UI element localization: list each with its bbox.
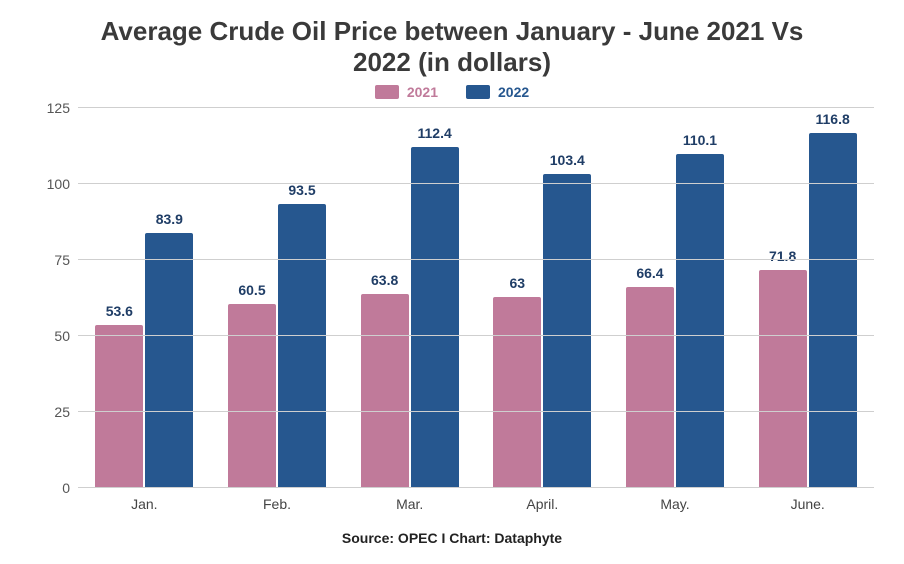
legend-label: 2021 — [407, 84, 438, 100]
plot-area: 0255075100125 53.683.960.593.563.8112.46… — [30, 108, 874, 488]
bar-group: 66.4110.1 — [626, 108, 724, 488]
bar-group: 71.8116.8 — [759, 108, 857, 488]
x-tick-label: Mar. — [343, 496, 476, 512]
x-tick-label: Feb. — [211, 496, 344, 512]
grid-line — [78, 335, 874, 336]
bar-group: 53.683.9 — [95, 108, 193, 488]
chart-title: Average Crude Oil Price between January … — [90, 16, 814, 78]
bar-groups: 53.683.960.593.563.8112.463103.466.4110.… — [78, 108, 874, 488]
bar: 83.9 — [145, 233, 193, 488]
bar: 63 — [493, 297, 541, 489]
bar-group: 63.8112.4 — [361, 108, 459, 488]
x-tick-label: June. — [741, 496, 874, 512]
y-tick-label: 0 — [62, 480, 70, 496]
x-tick-label: April. — [476, 496, 609, 512]
y-tick-label: 50 — [54, 328, 70, 344]
legend-swatch — [466, 85, 490, 99]
bar-value-label: 63 — [510, 275, 526, 291]
plot: 53.683.960.593.563.8112.463103.466.4110.… — [78, 108, 874, 488]
bar-value-label: 116.8 — [815, 111, 849, 127]
bar-value-label: 63.8 — [371, 272, 398, 288]
bar-value-label: 60.5 — [238, 282, 265, 298]
bar-value-label: 66.4 — [636, 265, 663, 281]
bar: 112.4 — [411, 147, 459, 489]
grid-line — [78, 411, 874, 412]
bar-group: 60.593.5 — [228, 108, 326, 488]
chart-container: Average Crude Oil Price between January … — [0, 0, 904, 564]
bar: 60.5 — [228, 304, 276, 488]
grid-line — [78, 183, 874, 184]
y-tick-label: 75 — [54, 252, 70, 268]
bar: 103.4 — [543, 174, 591, 488]
bar-group: 63103.4 — [493, 108, 591, 488]
source-text: Source: OPEC I Chart: Dataphyte — [30, 530, 874, 546]
bar-value-label: 53.6 — [106, 303, 133, 319]
grid-line — [78, 487, 874, 488]
bar: 53.6 — [95, 325, 143, 488]
grid-line — [78, 259, 874, 260]
legend-item: 2021 — [375, 84, 438, 100]
bar-value-label: 112.4 — [418, 125, 452, 141]
bar: 110.1 — [676, 154, 724, 489]
legend-label: 2022 — [498, 84, 529, 100]
bar: 116.8 — [809, 133, 857, 488]
bar-value-label: 103.4 — [550, 152, 585, 168]
bar-value-label: 93.5 — [288, 182, 315, 198]
bar-value-label: 83.9 — [156, 211, 183, 227]
y-tick-label: 100 — [47, 176, 70, 192]
bar-value-label: 71.8 — [769, 248, 796, 264]
y-tick-label: 125 — [47, 100, 70, 116]
legend-swatch — [375, 85, 399, 99]
bar-value-label: 110.1 — [683, 132, 717, 148]
y-axis: 0255075100125 — [30, 108, 78, 488]
x-tick-label: Jan. — [78, 496, 211, 512]
legend-item: 2022 — [466, 84, 529, 100]
bar: 63.8 — [361, 294, 409, 488]
x-axis: Jan.Feb.Mar.April.May.June. — [78, 496, 874, 512]
y-tick-label: 25 — [54, 404, 70, 420]
bar: 71.8 — [759, 270, 807, 488]
bar: 93.5 — [278, 204, 326, 488]
bar: 66.4 — [626, 287, 674, 489]
x-tick-label: May. — [609, 496, 742, 512]
grid-line — [78, 107, 874, 108]
legend: 2021 2022 — [30, 84, 874, 100]
